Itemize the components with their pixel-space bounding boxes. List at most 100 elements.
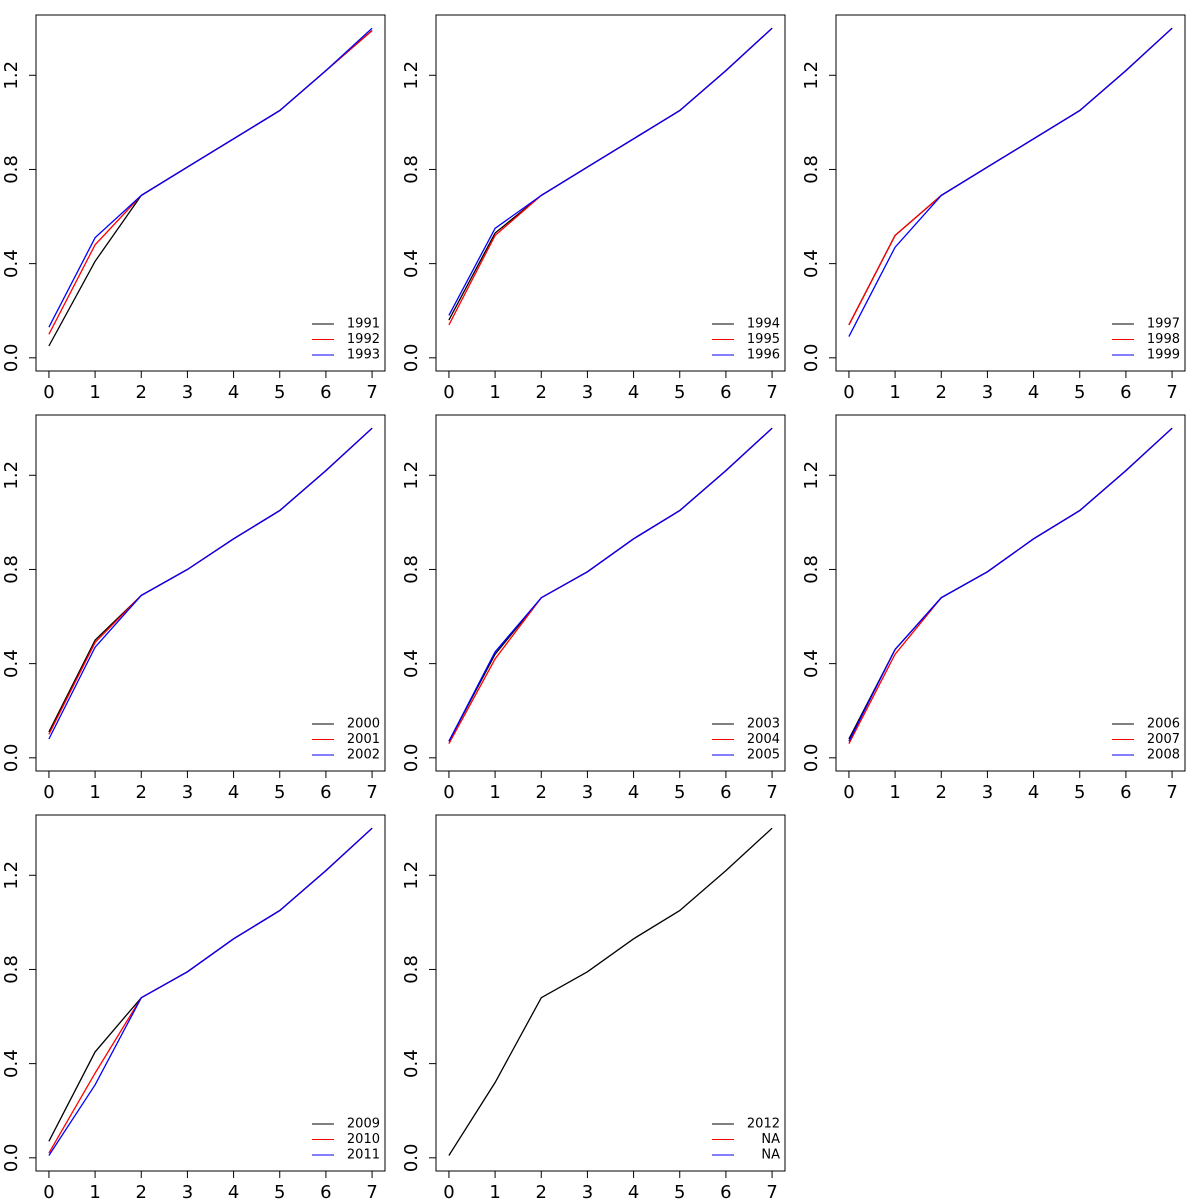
legend-label: 2012 bbox=[747, 1117, 780, 1132]
y-tick-label: 1.2 bbox=[401, 61, 422, 90]
legend-label: 2006 bbox=[1147, 717, 1180, 732]
x-tick-label: 6 bbox=[720, 782, 731, 803]
x-tick-label: 1 bbox=[89, 382, 100, 403]
x-tick-label: 3 bbox=[582, 782, 593, 803]
plot-box bbox=[35, 814, 386, 1172]
y-tick-label: 0.0 bbox=[401, 743, 422, 772]
series-line bbox=[448, 827, 773, 1156]
plot-box bbox=[35, 14, 386, 372]
y-tick-label: 0.0 bbox=[401, 1143, 422, 1172]
legend-label: 2004 bbox=[747, 732, 780, 747]
y-tick-label: 0.0 bbox=[1, 1143, 22, 1172]
x-tick-label: 2 bbox=[136, 1182, 147, 1200]
x-tick-label: 6 bbox=[720, 382, 731, 403]
series-line bbox=[48, 27, 373, 328]
y-tick-label: 0.8 bbox=[401, 155, 422, 184]
legend-label: 1995 bbox=[747, 332, 780, 347]
y-tick-label: 0.8 bbox=[401, 555, 422, 584]
x-tick-label: 3 bbox=[982, 382, 993, 403]
y-tick-label: 0.8 bbox=[1, 955, 22, 984]
legend-label: 1994 bbox=[747, 317, 780, 332]
y-tick-label: 0.4 bbox=[401, 1049, 422, 1078]
x-tick-label: 7 bbox=[366, 782, 377, 803]
x-tick-label: 2 bbox=[936, 782, 947, 803]
x-tick-label: 1 bbox=[889, 782, 900, 803]
series-line bbox=[48, 827, 373, 1156]
x-tick-label: 1 bbox=[489, 382, 500, 403]
x-tick-label: 3 bbox=[182, 1182, 193, 1200]
y-tick-label: 0.0 bbox=[801, 743, 822, 772]
x-tick-label: 5 bbox=[674, 382, 685, 403]
x-tick-label: 7 bbox=[766, 782, 777, 803]
series-line bbox=[48, 827, 373, 1142]
x-tick-label: 5 bbox=[674, 782, 685, 803]
plot-box bbox=[435, 814, 786, 1172]
y-tick-label: 1.2 bbox=[401, 861, 422, 890]
x-tick-label: 1 bbox=[489, 782, 500, 803]
y-tick-label: 0.0 bbox=[401, 343, 422, 372]
x-tick-label: 0 bbox=[443, 1182, 454, 1200]
x-tick-label: 2 bbox=[136, 782, 147, 803]
x-tick-label: 0 bbox=[443, 382, 454, 403]
legend-label: 1993 bbox=[347, 348, 380, 363]
x-tick-label: 6 bbox=[720, 1182, 731, 1200]
x-tick-label: 7 bbox=[766, 1182, 777, 1200]
y-tick-label: 0.4 bbox=[1, 649, 22, 678]
y-tick-label: 0.4 bbox=[401, 249, 422, 278]
x-tick-label: 0 bbox=[43, 382, 54, 403]
y-tick-label: 0.0 bbox=[1, 343, 22, 372]
x-tick-label: 3 bbox=[182, 382, 193, 403]
x-tick-label: 7 bbox=[766, 382, 777, 403]
x-tick-label: 5 bbox=[274, 382, 285, 403]
y-tick-label: 0.0 bbox=[801, 343, 822, 372]
x-tick-label: 7 bbox=[366, 382, 377, 403]
x-tick-label: 3 bbox=[982, 782, 993, 803]
x-tick-label: 4 bbox=[628, 1182, 639, 1200]
x-tick-label: 2 bbox=[936, 382, 947, 403]
x-tick-label: 2 bbox=[536, 782, 547, 803]
series-line bbox=[48, 427, 373, 733]
plot-box bbox=[835, 14, 1186, 372]
series-line bbox=[848, 427, 1173, 742]
series-line bbox=[48, 827, 373, 1154]
x-tick-label: 2 bbox=[136, 382, 147, 403]
x-tick-label: 2 bbox=[536, 382, 547, 403]
x-tick-label: 6 bbox=[320, 382, 331, 403]
x-tick-label: 1 bbox=[889, 382, 900, 403]
x-tick-label: 0 bbox=[43, 782, 54, 803]
x-tick-label: 0 bbox=[43, 1182, 54, 1200]
x-tick-label: 5 bbox=[674, 1182, 685, 1200]
legend-label: 2010 bbox=[347, 1132, 380, 1147]
series-line bbox=[448, 27, 773, 316]
x-tick-label: 4 bbox=[1028, 382, 1039, 403]
x-tick-label: 0 bbox=[843, 382, 854, 403]
y-tick-label: 0.8 bbox=[401, 955, 422, 984]
y-tick-label: 0.8 bbox=[1, 155, 22, 184]
y-tick-label: 0.4 bbox=[1, 1049, 22, 1078]
x-tick-label: 5 bbox=[274, 1182, 285, 1200]
legend-label: NA bbox=[761, 1148, 780, 1163]
y-tick-label: 0.0 bbox=[1, 743, 22, 772]
y-tick-label: 0.8 bbox=[801, 555, 822, 584]
legend-label: 2000 bbox=[347, 717, 380, 732]
x-tick-label: 3 bbox=[182, 782, 193, 803]
x-tick-label: 7 bbox=[1166, 782, 1177, 803]
x-tick-label: 2 bbox=[536, 1182, 547, 1200]
plot-box bbox=[435, 14, 786, 372]
x-tick-label: 1 bbox=[489, 1182, 500, 1200]
y-tick-label: 0.4 bbox=[1, 249, 22, 278]
y-tick-label: 1.2 bbox=[1, 461, 22, 490]
x-tick-label: 6 bbox=[1120, 382, 1131, 403]
series-line bbox=[848, 427, 1173, 744]
x-tick-label: 4 bbox=[228, 1182, 239, 1200]
x-tick-label: 4 bbox=[228, 782, 239, 803]
x-tick-label: 6 bbox=[320, 1182, 331, 1200]
series-line bbox=[448, 427, 773, 745]
legend-label: 1998 bbox=[1147, 332, 1180, 347]
